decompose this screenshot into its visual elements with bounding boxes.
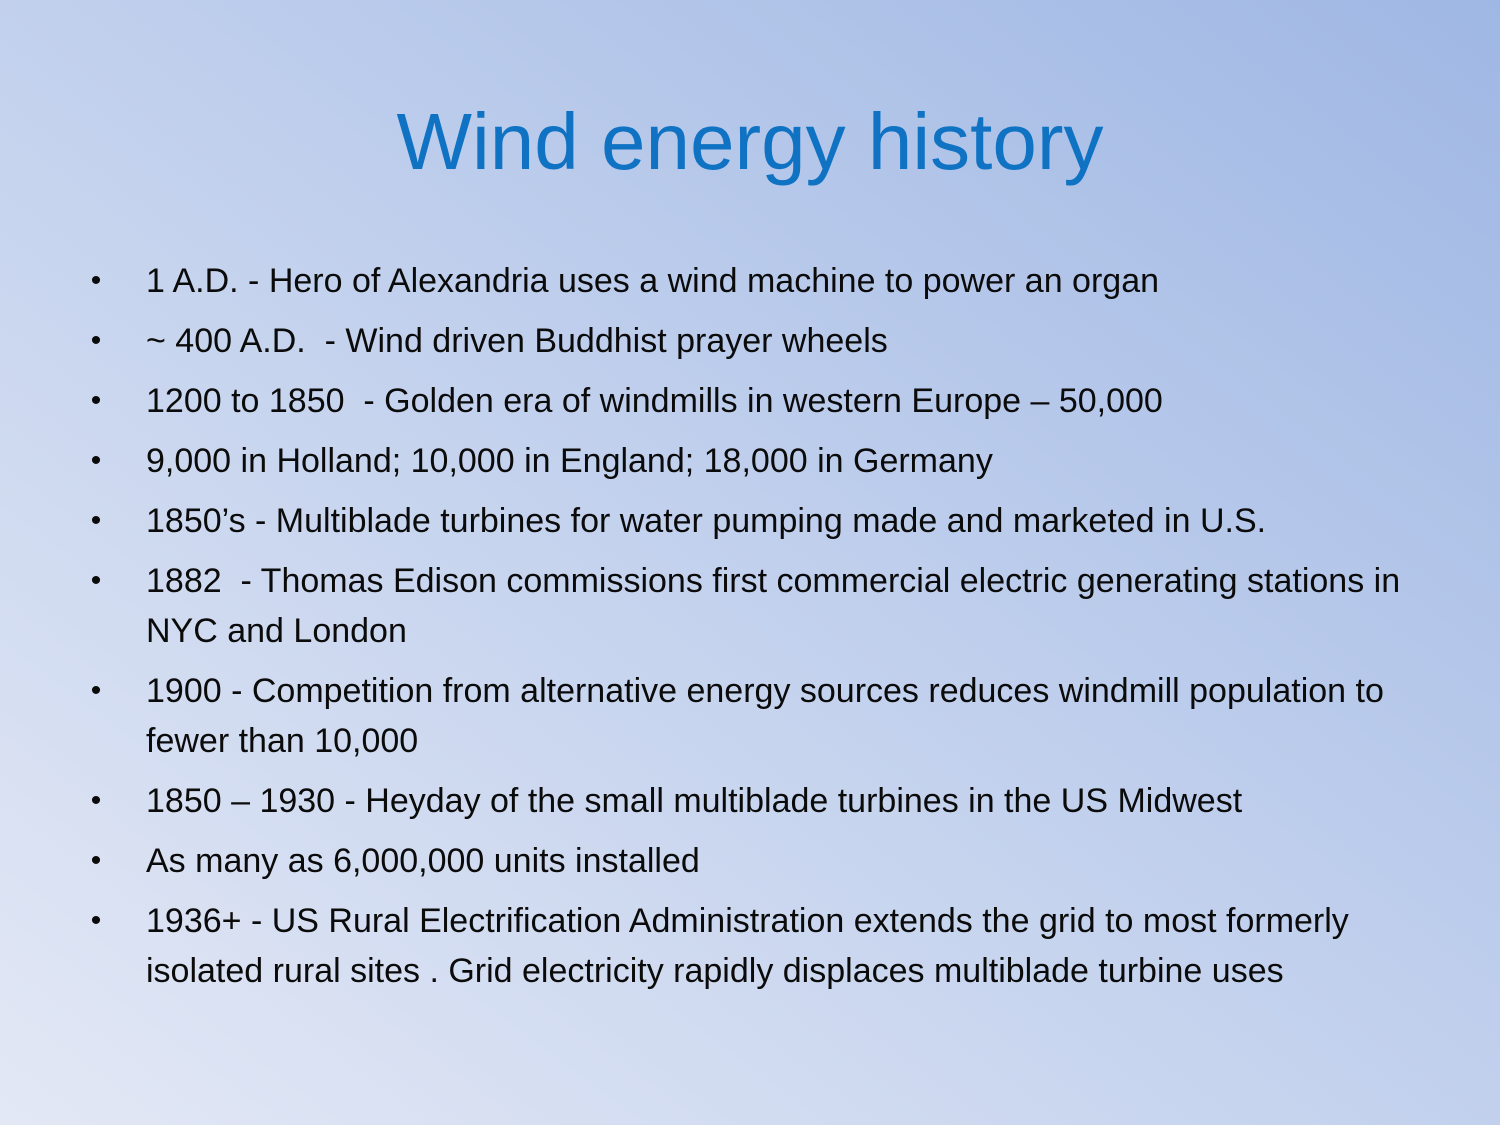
bullet-item: • 1 A.D. - Hero of Alexandria uses a wind… [86,256,1426,306]
bullet-icon: • [90,384,102,417]
bullet-item: • 1882 - Thomas Edison commissions first … [86,556,1426,656]
bullet-text: 1882 - Thomas Edison commissions first c… [146,562,1410,650]
bullet-item: • As many as 6,000,000 units installed [86,836,1426,886]
slide-title: Wind energy history [396,97,1104,186]
bullet-text: 9,000 in Holland; 10,000 in England; 18,… [146,442,993,480]
bullet-text: 1850’s - Multiblade turbines for water p… [146,502,1267,540]
bullet-item: • 9,000 in Holland; 10,000 in England; 18… [86,436,1426,486]
bullet-icon: • [90,324,102,357]
bullet-icon: • [90,784,102,817]
bullet-item: • 1900 - Competition from alternative ene… [86,666,1426,766]
bullet-item: • 1200 to 1850 - Golden era of windmills … [86,376,1426,426]
bullet-text: 1200 to 1850 - Golden era of windmills i… [146,382,1163,420]
bullet-icon: • [90,674,102,707]
bullet-list: • 1 A.D. - Hero of Alexandria uses a wind… [86,256,1426,1006]
bullet-text: 1900 - Competition from alternative ener… [146,672,1394,760]
bullet-item: • ~ 400 A.D. - Wind driven Buddhist praye… [86,316,1426,366]
bullet-icon: • [90,904,102,937]
bullet-icon: • [90,504,102,537]
bullet-icon: • [90,844,102,877]
bullet-icon: • [90,564,102,597]
bullet-icon: • [90,444,102,477]
bullet-item: • 1850’s - Multiblade turbines for water … [86,496,1426,546]
bullet-text: 1936+ - US Rural Electrification Adminis… [146,902,1359,990]
bullet-text: 1 A.D. - Hero of Alexandria uses a wind … [146,262,1160,300]
bullet-text: 1850 – 1930 - Heyday of the small multib… [146,782,1243,820]
bullet-item: • 1936+ - US Rural Electrification Admini… [86,896,1426,996]
bullet-text: As many as 6,000,000 units installed [146,842,700,880]
bullet-item: • 1850 – 1930 - Heyday of the small multi… [86,776,1426,826]
bullet-text: ~ 400 A.D. - Wind driven Buddhist prayer… [146,322,888,360]
bullet-icon: • [90,264,102,297]
